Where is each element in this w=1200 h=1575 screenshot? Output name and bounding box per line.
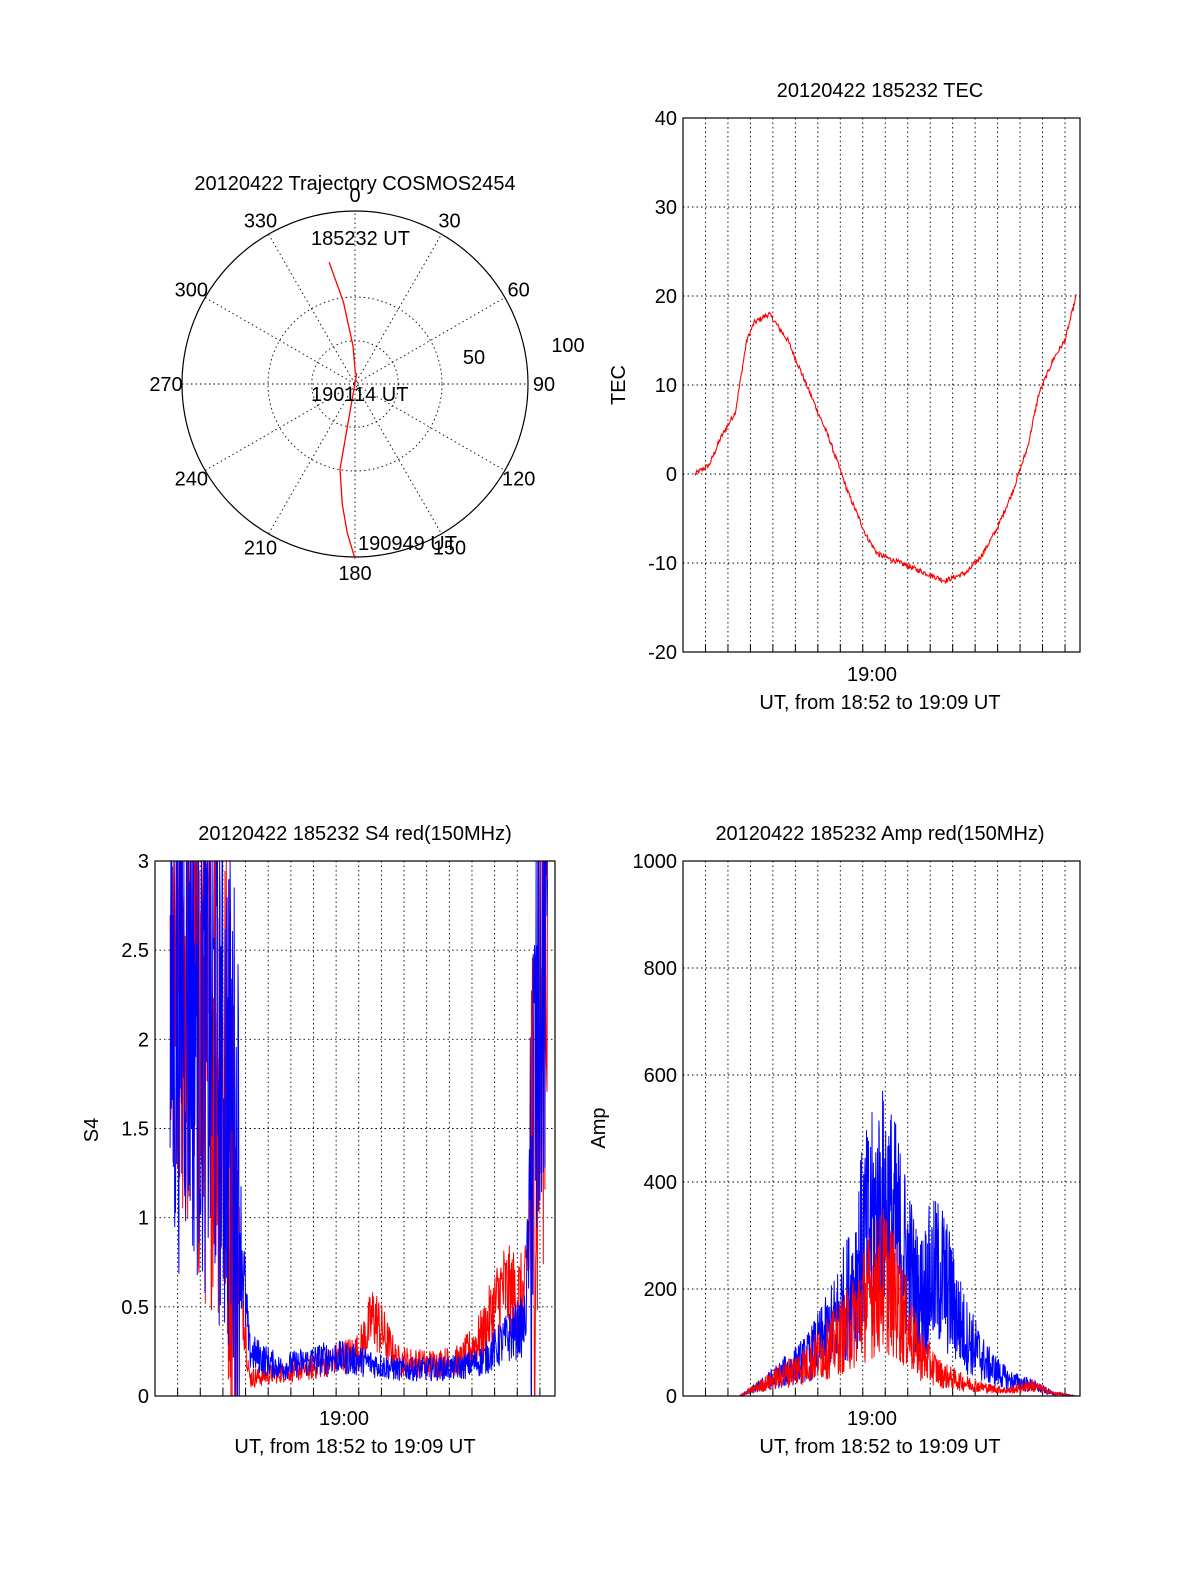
tec-x-tick-1900: 19:00 <box>847 664 897 686</box>
tec-y-axis-label: TEC <box>608 365 630 405</box>
amp-panel: 20120422 185232 Amp red(150MHz) 0 200 400 6… <box>588 823 1081 1458</box>
tec-y-tick-label: -20 <box>648 642 677 664</box>
tec-plot-frame <box>682 117 1081 653</box>
s4-title: 20120422 185232 S4 red(150MHz) <box>198 823 512 845</box>
trajectory-panel: 20120422 Trajectory COSMOS2454 0 30 60 90 12… <box>149 173 584 585</box>
amp-plot-frame <box>682 860 1081 1397</box>
polar-azimuth-label-60: 60 <box>508 280 530 302</box>
s4-blue-series <box>169 859 548 1397</box>
tec-y-tick-label: 30 <box>655 197 677 219</box>
tec-x-axis-label: UT, from 18:52 to 19:09 UT <box>759 692 1000 714</box>
amp-y-tick-label: 0 <box>666 1386 677 1408</box>
polar-azimuth-label-150: 150 <box>433 538 466 560</box>
amp-red-series <box>698 1209 1077 1397</box>
s4-plot-frame <box>154 860 556 1397</box>
amp-y-axis-label: Amp <box>588 1107 610 1148</box>
s4-x-axis-label: UT, from 18:52 to 19:09 UT <box>234 1436 475 1458</box>
amp-x-tick-1900: 19:00 <box>847 1408 897 1430</box>
tec-y-tick-label: 40 <box>655 108 677 130</box>
tec-series-line <box>694 293 1077 584</box>
s4-y-tick-label: 0.5 <box>121 1297 149 1319</box>
amp-y-tick-label: 400 <box>644 1172 677 1194</box>
tec-y-ticks: -20 -10 0 10 20 30 40 <box>648 108 677 664</box>
s4-y-ticks: 0 0.5 1 1.5 2 2.5 3 <box>121 851 149 1408</box>
tec-y-tick-label: 0 <box>666 464 677 486</box>
tec-y-tick-label: 20 <box>655 286 677 308</box>
polar-labels: 0 30 60 90 120 150 180 210 240 270 300 330 50 100 <box>149 185 584 585</box>
polar-ring-label-50: 50 <box>463 347 485 369</box>
tec-y-tick-label: -10 <box>648 553 677 575</box>
polar-ring-label-100: 100 <box>551 335 584 357</box>
polar-azimuth-label-300: 300 <box>175 280 208 302</box>
amp-y-ticks: 0 200 400 600 800 1000 <box>633 851 678 1408</box>
s4-y-axis-label: S4 <box>81 1118 103 1142</box>
trajectory-start-label: 185232 UT <box>311 228 410 250</box>
polar-azimuth-label-120: 120 <box>502 469 535 491</box>
tec-y-tick-label: 10 <box>655 375 677 397</box>
amp-y-tick-label: 600 <box>644 1065 677 1087</box>
polar-azimuth-label-30: 30 <box>438 210 460 232</box>
trajectory-middle-label: 190114 UT <box>311 384 408 406</box>
trajectory-end-label: 190949 UT <box>358 533 457 555</box>
s4-y-tick-label: 1.5 <box>121 1119 149 1141</box>
polar-spoke-60 <box>204 297 506 471</box>
polar-azimuth-label-210: 210 <box>244 538 277 560</box>
s4-panel: 20120422 185232 S4 red(150MHz) 0 0.5 1 1.5 2… <box>81 823 556 1458</box>
polar-spoke-30 <box>268 233 442 535</box>
amp-y-tick-label: 1000 <box>633 851 678 873</box>
amp-title: 20120422 185232 Amp red(150MHz) <box>715 823 1044 845</box>
s4-y-tick-label: 2.5 <box>121 940 149 962</box>
polar-azimuth-label-90: 90 <box>533 374 555 396</box>
tec-grid <box>683 118 1080 652</box>
polar-azimuth-label-240: 240 <box>175 469 208 491</box>
polar-grid <box>182 211 528 557</box>
s4-x-tick-1900: 19:00 <box>319 1408 369 1430</box>
polar-spoke-120 <box>204 297 506 471</box>
amp-y-tick-label: 800 <box>644 958 677 980</box>
polar-azimuth-label-180: 180 <box>338 563 371 585</box>
s4-y-tick-label: 2 <box>138 1029 149 1051</box>
tec-title: 20120422 185232 TEC <box>777 80 983 102</box>
polar-azimuth-label-270: 270 <box>149 374 182 396</box>
amp-y-tick-label: 200 <box>644 1279 677 1301</box>
polar-azimuth-label-0: 0 <box>349 185 360 207</box>
s4-y-tick-label: 1 <box>138 1208 149 1230</box>
trajectory-path <box>328 261 358 559</box>
polar-spoke-150 <box>268 233 442 535</box>
s4-y-tick-label: 3 <box>138 851 149 873</box>
s4-y-tick-label: 0 <box>138 1386 149 1408</box>
trajectory-title: 20120422 Trajectory COSMOS2454 <box>194 173 515 195</box>
polar-azimuth-label-330: 330 <box>244 210 277 232</box>
amp-x-axis-label: UT, from 18:52 to 19:09 UT <box>759 1436 1000 1458</box>
